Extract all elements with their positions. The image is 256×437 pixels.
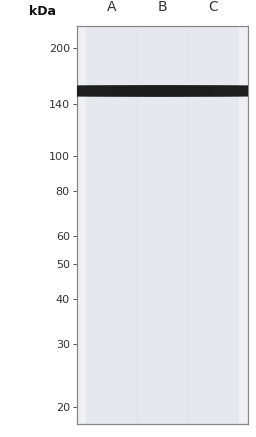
Text: C: C (208, 0, 218, 14)
FancyBboxPatch shape (114, 85, 256, 97)
FancyBboxPatch shape (64, 85, 256, 97)
Text: kDa: kDa (29, 5, 56, 18)
Bar (187, 26, 239, 424)
Bar (86, 26, 138, 424)
FancyBboxPatch shape (13, 85, 211, 97)
Text: A: A (107, 0, 117, 14)
Text: B: B (158, 0, 167, 14)
Bar (136, 26, 189, 424)
